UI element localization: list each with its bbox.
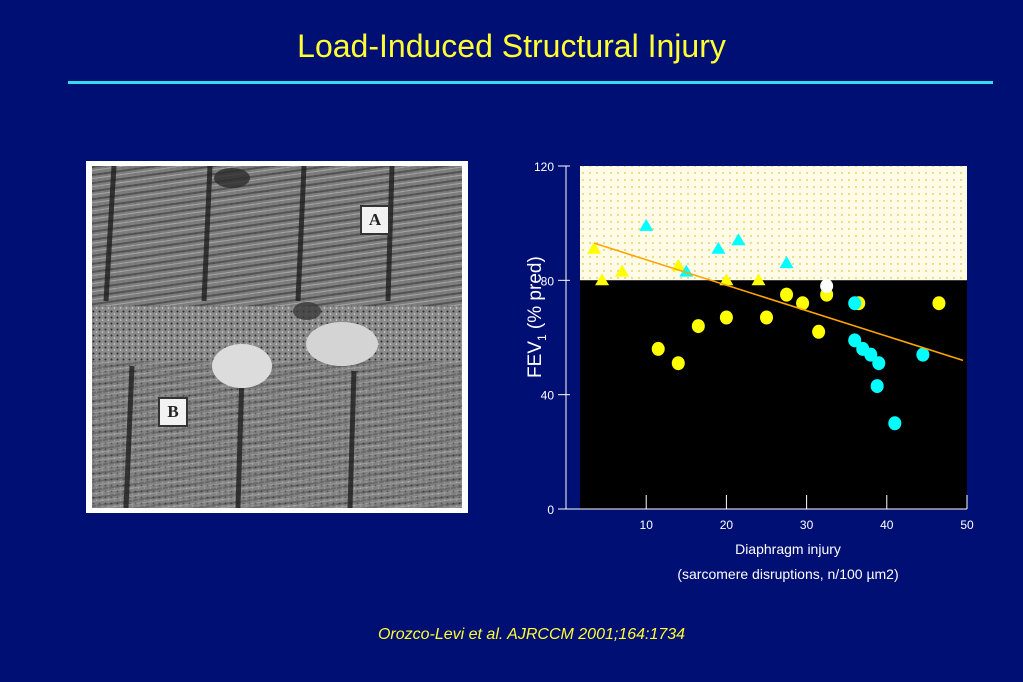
scatter-chart: 0 40 80 120 10 20 30 40 50 <box>534 160 974 530</box>
region-below-80 <box>580 280 967 509</box>
micrograph-label-a: A <box>360 205 390 235</box>
series-0-point-2 <box>615 264 630 277</box>
series-1-point-3 <box>731 233 746 246</box>
series-3-point-1 <box>848 333 862 348</box>
series-0-point-3 <box>671 259 686 271</box>
y-tick-label-40: 40 <box>541 389 555 403</box>
series-3-point-5 <box>870 379 884 394</box>
series-2-point-5 <box>780 287 794 302</box>
citation: Orozco-Levi et al. AJRCCM 2001;164:1734 <box>377 626 686 643</box>
series-0-point-4 <box>719 273 734 286</box>
series-0-point-1 <box>595 273 610 286</box>
series-2-point-2 <box>691 319 705 334</box>
series-0-point-0 <box>587 241 602 254</box>
series-3-point-6 <box>888 416 902 431</box>
micrograph-label-b: B <box>158 397 188 427</box>
region-above-80 <box>580 166 967 281</box>
series-3-point-4 <box>872 356 886 371</box>
series-3-point-0 <box>848 296 862 311</box>
series-2-point-7 <box>812 324 826 339</box>
trendline <box>593 242 964 362</box>
series-2-point-0 <box>651 341 665 356</box>
x-tick-label-50: 50 <box>960 518 974 530</box>
title-divider <box>68 81 993 84</box>
series-3-point-3 <box>864 347 878 362</box>
slide-title: Load-Induced Structural Injury <box>297 28 726 64</box>
y-tick-label-0: 0 <box>547 503 554 517</box>
series-2-point-3 <box>719 310 733 325</box>
series-1-point-0 <box>639 219 654 231</box>
series-2-point-10 <box>932 296 946 311</box>
x-axis-label-line2: (sarcomere disruptions, n/100 µm2) <box>677 566 899 582</box>
x-tick-label-40: 40 <box>880 518 894 530</box>
x-tick-label-30: 30 <box>800 518 814 530</box>
series-2-point-4 <box>760 310 773 325</box>
x-tick-label-20: 20 <box>720 518 734 530</box>
series-2-point-1 <box>671 356 685 371</box>
series-3-point-7 <box>916 347 930 362</box>
y-tick-label-80: 80 <box>541 274 555 288</box>
micrograph-frame: A B <box>86 161 468 513</box>
x-axis-label-line1: Diaphragm injury <box>735 541 841 557</box>
series-2-point-6 <box>796 296 810 311</box>
y-tick-label-120: 120 <box>534 160 554 174</box>
series-4-point-0 <box>820 279 834 294</box>
series-1-point-2 <box>711 241 726 254</box>
micrograph-image <box>92 166 462 508</box>
series-0-point-5 <box>751 273 766 286</box>
y-axis-label: FEV1 (% pred) <box>525 256 549 378</box>
x-tick-label-10: 10 <box>640 518 654 530</box>
series-1-point-4 <box>779 256 794 269</box>
